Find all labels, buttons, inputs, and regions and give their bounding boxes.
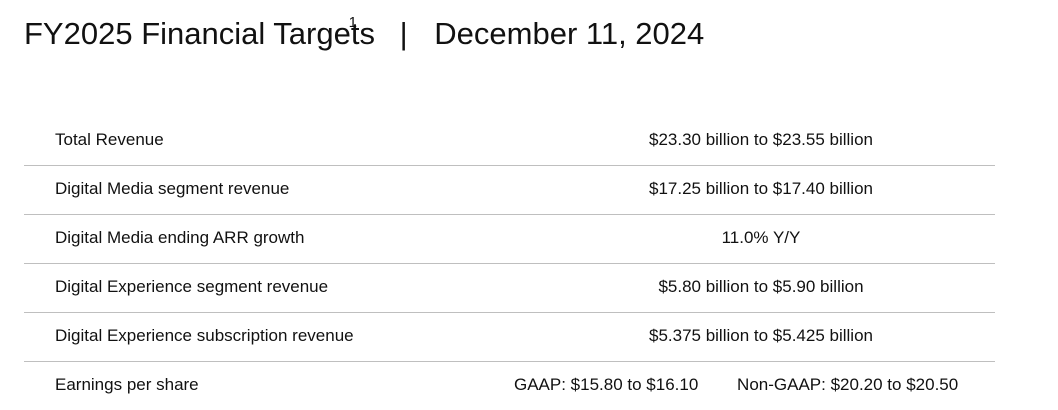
table-row-digital-experience-revenue: Digital Experience segment revenue $5.80… (24, 264, 995, 313)
eps-values: GAAP: $15.80 to $16.10 Non-GAAP: $20.20 … (514, 375, 958, 395)
row-label: Digital Experience subscription revenue (55, 326, 354, 345)
title-date: December 11, 2024 (434, 16, 705, 51)
title-separator: | (399, 16, 408, 51)
table-row-digital-media-arr: Digital Media ending ARR growth 11.0% Y/… (24, 215, 995, 264)
eps-non-gaap-value: Non-GAAP: $20.20 to $20.50 (737, 375, 959, 394)
eps-gaap-value: GAAP: $15.80 to $16.10 (514, 375, 699, 394)
row-label: Digital Media ending ARR growth (55, 228, 305, 247)
row-label: Total Revenue (55, 130, 164, 149)
page-title: FY2025 Financial Targets 1 | December 11… (24, 14, 704, 54)
row-value: $5.80 billion to $5.90 billion (658, 277, 864, 296)
row-label: Digital Experience segment revenue (55, 277, 329, 296)
row-value: 11.0% Y/Y (721, 228, 801, 247)
table-row-digital-media-revenue: Digital Media segment revenue $17.25 bil… (24, 166, 995, 215)
row-label: Earnings per share (55, 375, 199, 394)
row-value: $23.30 billion to $23.55 billion (648, 130, 873, 149)
title-text: FY2025 Financial Targets 1 (24, 14, 375, 54)
table-row-eps: Earnings per share GAAP: $15.80 to $16.1… (24, 362, 995, 410)
row-label: Digital Media segment revenue (55, 179, 290, 198)
targets-table: Total Revenue $23.30 billion to $23.55 b… (24, 117, 995, 410)
row-value: $5.375 billion to $5.425 billion (648, 326, 873, 345)
row-value: $17.25 billion to $17.40 billion (648, 179, 873, 198)
table-row-total-revenue: Total Revenue $23.30 billion to $23.55 b… (24, 117, 995, 166)
table-row-digital-experience-subscription: Digital Experience subscription revenue … (24, 313, 995, 362)
footnote-marker: 1 (348, 14, 357, 31)
title-label: FY2025 Financial Targets (24, 16, 375, 51)
